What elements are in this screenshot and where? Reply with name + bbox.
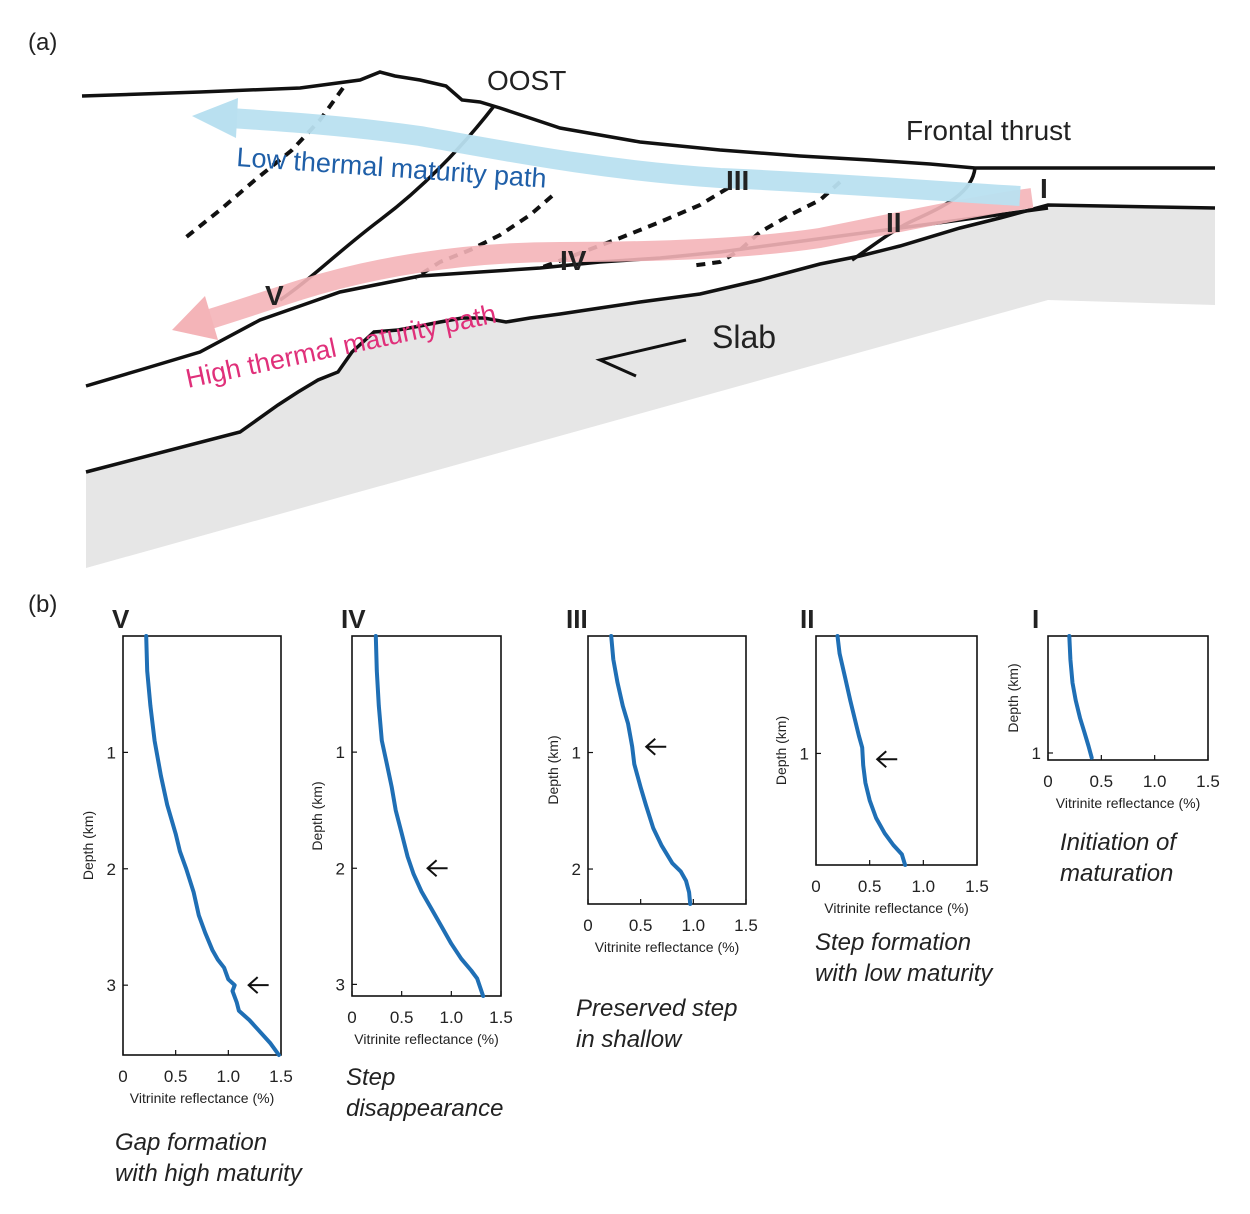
x-tick-label: 1.0 <box>1143 772 1167 791</box>
chart-caption-line: with low maturity <box>815 960 994 987</box>
chart-roman-label: III <box>566 604 588 634</box>
x-tick-label: 0 <box>1043 772 1052 791</box>
step-arrow-icon <box>875 750 898 769</box>
y-axis-label: Depth (km) <box>773 716 789 785</box>
x-tick-label: 0.5 <box>164 1067 188 1086</box>
x-axis-label: Vitrinite reflectance (%) <box>824 900 968 916</box>
profile-chart-IV: IV 0 0.5 1.0 1.5 1 2 3 Vitrinite reflectance (%)… <box>309 604 513 1122</box>
y-tick-label: 3 <box>336 975 345 994</box>
vitrinite-profile-line <box>609 634 693 906</box>
x-tick-label: 0.5 <box>1090 772 1114 791</box>
oost-label: OOST <box>487 65 566 96</box>
x-tick-label: 1.0 <box>217 1067 241 1086</box>
vitrinite-profile-line <box>144 634 281 1057</box>
x-tick-label: 0.5 <box>629 916 653 935</box>
vitrinite-profile-line <box>1067 634 1094 760</box>
chart-caption-line: Initiation of <box>1060 829 1178 856</box>
x-tick-label: 0 <box>811 877 820 896</box>
profile-chart-II: II 0 0.5 1.0 1.5 1 Vitrinite reflectance (%) De… <box>773 604 994 987</box>
panel-b-label: (b) <box>28 591 57 618</box>
panel-a: (a) OOST Frontal thrust Low thermal matu… <box>28 29 1216 568</box>
x-tick-label: 0 <box>118 1067 127 1086</box>
y-axis-label: Depth (km) <box>1005 663 1021 732</box>
chart-caption-line: Gap formation <box>115 1129 267 1156</box>
profile-charts: V 0 0.5 1.0 1.5 1 2 3 Vitrinite reflectance (%) D… <box>80 604 1220 1187</box>
high-maturity-path <box>187 188 1034 335</box>
step-arrow-icon <box>644 737 667 756</box>
seafloor-surface <box>81 70 1215 170</box>
y-tick-label: 1 <box>336 743 345 762</box>
x-tick-label: 1.5 <box>269 1067 293 1086</box>
chart-caption-line: Step formation <box>815 929 971 956</box>
x-tick-label: 1.5 <box>965 877 989 896</box>
chart-caption-line: maturation <box>1060 860 1173 887</box>
slab-label: Slab <box>712 319 776 355</box>
chart-caption-line: disappearance <box>346 1095 503 1122</box>
y-axis-label: Depth (km) <box>80 811 96 880</box>
chart-frame <box>1047 635 1209 761</box>
x-tick-label: 1.0 <box>912 877 936 896</box>
profile-chart-III: III 0 0.5 1.0 1.5 1 2 Vitrinite reflectance (%)… <box>545 604 758 1053</box>
x-axis-label: Vitrinite reflectance (%) <box>354 1031 498 1047</box>
step-arrow-icon <box>247 976 269 994</box>
chart-frame <box>122 635 282 1056</box>
chart-roman-label: V <box>112 604 130 634</box>
chart-caption-line: Step <box>346 1064 395 1091</box>
slab-fill <box>86 205 1215 568</box>
station-III: III <box>726 165 749 196</box>
x-tick-label: 1.0 <box>440 1008 464 1027</box>
panel-a-label: (a) <box>28 29 57 56</box>
y-tick-label: 1 <box>572 744 581 763</box>
profile-chart-V: V 0 0.5 1.0 1.5 1 2 3 Vitrinite reflectance (%) D… <box>80 604 304 1187</box>
x-axis-label: Vitrinite reflectance (%) <box>1056 795 1200 811</box>
y-axis-label: Depth (km) <box>545 735 561 804</box>
y-tick-label: 1 <box>107 743 116 762</box>
y-axis-label: Depth (km) <box>309 781 325 850</box>
step-arrow-icon <box>426 859 448 878</box>
y-tick-label: 3 <box>107 976 116 995</box>
vitrinite-profile-line <box>373 634 486 998</box>
x-tick-label: 0.5 <box>858 877 882 896</box>
station-IV: IV <box>560 245 587 276</box>
x-tick-label: 0.5 <box>390 1008 414 1027</box>
chart-frame <box>815 635 978 866</box>
x-tick-label: 1.5 <box>1196 772 1220 791</box>
chart-roman-label: IV <box>341 604 366 634</box>
x-tick-label: 1.5 <box>734 916 758 935</box>
x-tick-label: 0 <box>583 916 592 935</box>
station-I: I <box>1040 173 1048 204</box>
y-tick-label: 1 <box>1032 744 1041 763</box>
chart-caption-line: with high maturity <box>115 1160 304 1187</box>
x-axis-label: Vitrinite reflectance (%) <box>595 939 739 955</box>
profile-chart-I: I 0 0.5 1.0 1.5 1 Vitrinite reflectance (%) Dep… <box>1005 604 1220 887</box>
slab-motion-arrow-icon <box>595 338 687 378</box>
x-tick-label: 1.5 <box>489 1008 513 1027</box>
low-maturity-path <box>229 108 1021 206</box>
chart-roman-label: I <box>1032 604 1039 634</box>
frontal-thrust-label: Frontal thrust <box>906 115 1071 146</box>
y-tick-label: 1 <box>800 744 809 763</box>
chart-roman-label: II <box>800 604 814 634</box>
x-tick-label: 0 <box>347 1008 356 1027</box>
y-tick-label: 2 <box>336 859 345 878</box>
station-V: V <box>265 280 284 311</box>
chart-frame <box>351 635 502 997</box>
slab-top-line <box>85 203 1216 474</box>
chart-caption-line: in shallow <box>576 1026 683 1053</box>
chart-caption-line: Preserved step <box>576 995 737 1022</box>
y-tick-label: 2 <box>572 860 581 879</box>
x-axis-label: Vitrinite reflectance (%) <box>130 1090 274 1106</box>
high-maturity-arrowhead <box>172 296 218 340</box>
chart-frame <box>587 635 747 905</box>
station-II: II <box>886 207 902 238</box>
x-tick-label: 1.0 <box>682 916 706 935</box>
y-tick-label: 2 <box>107 860 116 879</box>
vitrinite-profile-line <box>835 634 908 867</box>
low-maturity-arrowhead <box>192 98 238 138</box>
